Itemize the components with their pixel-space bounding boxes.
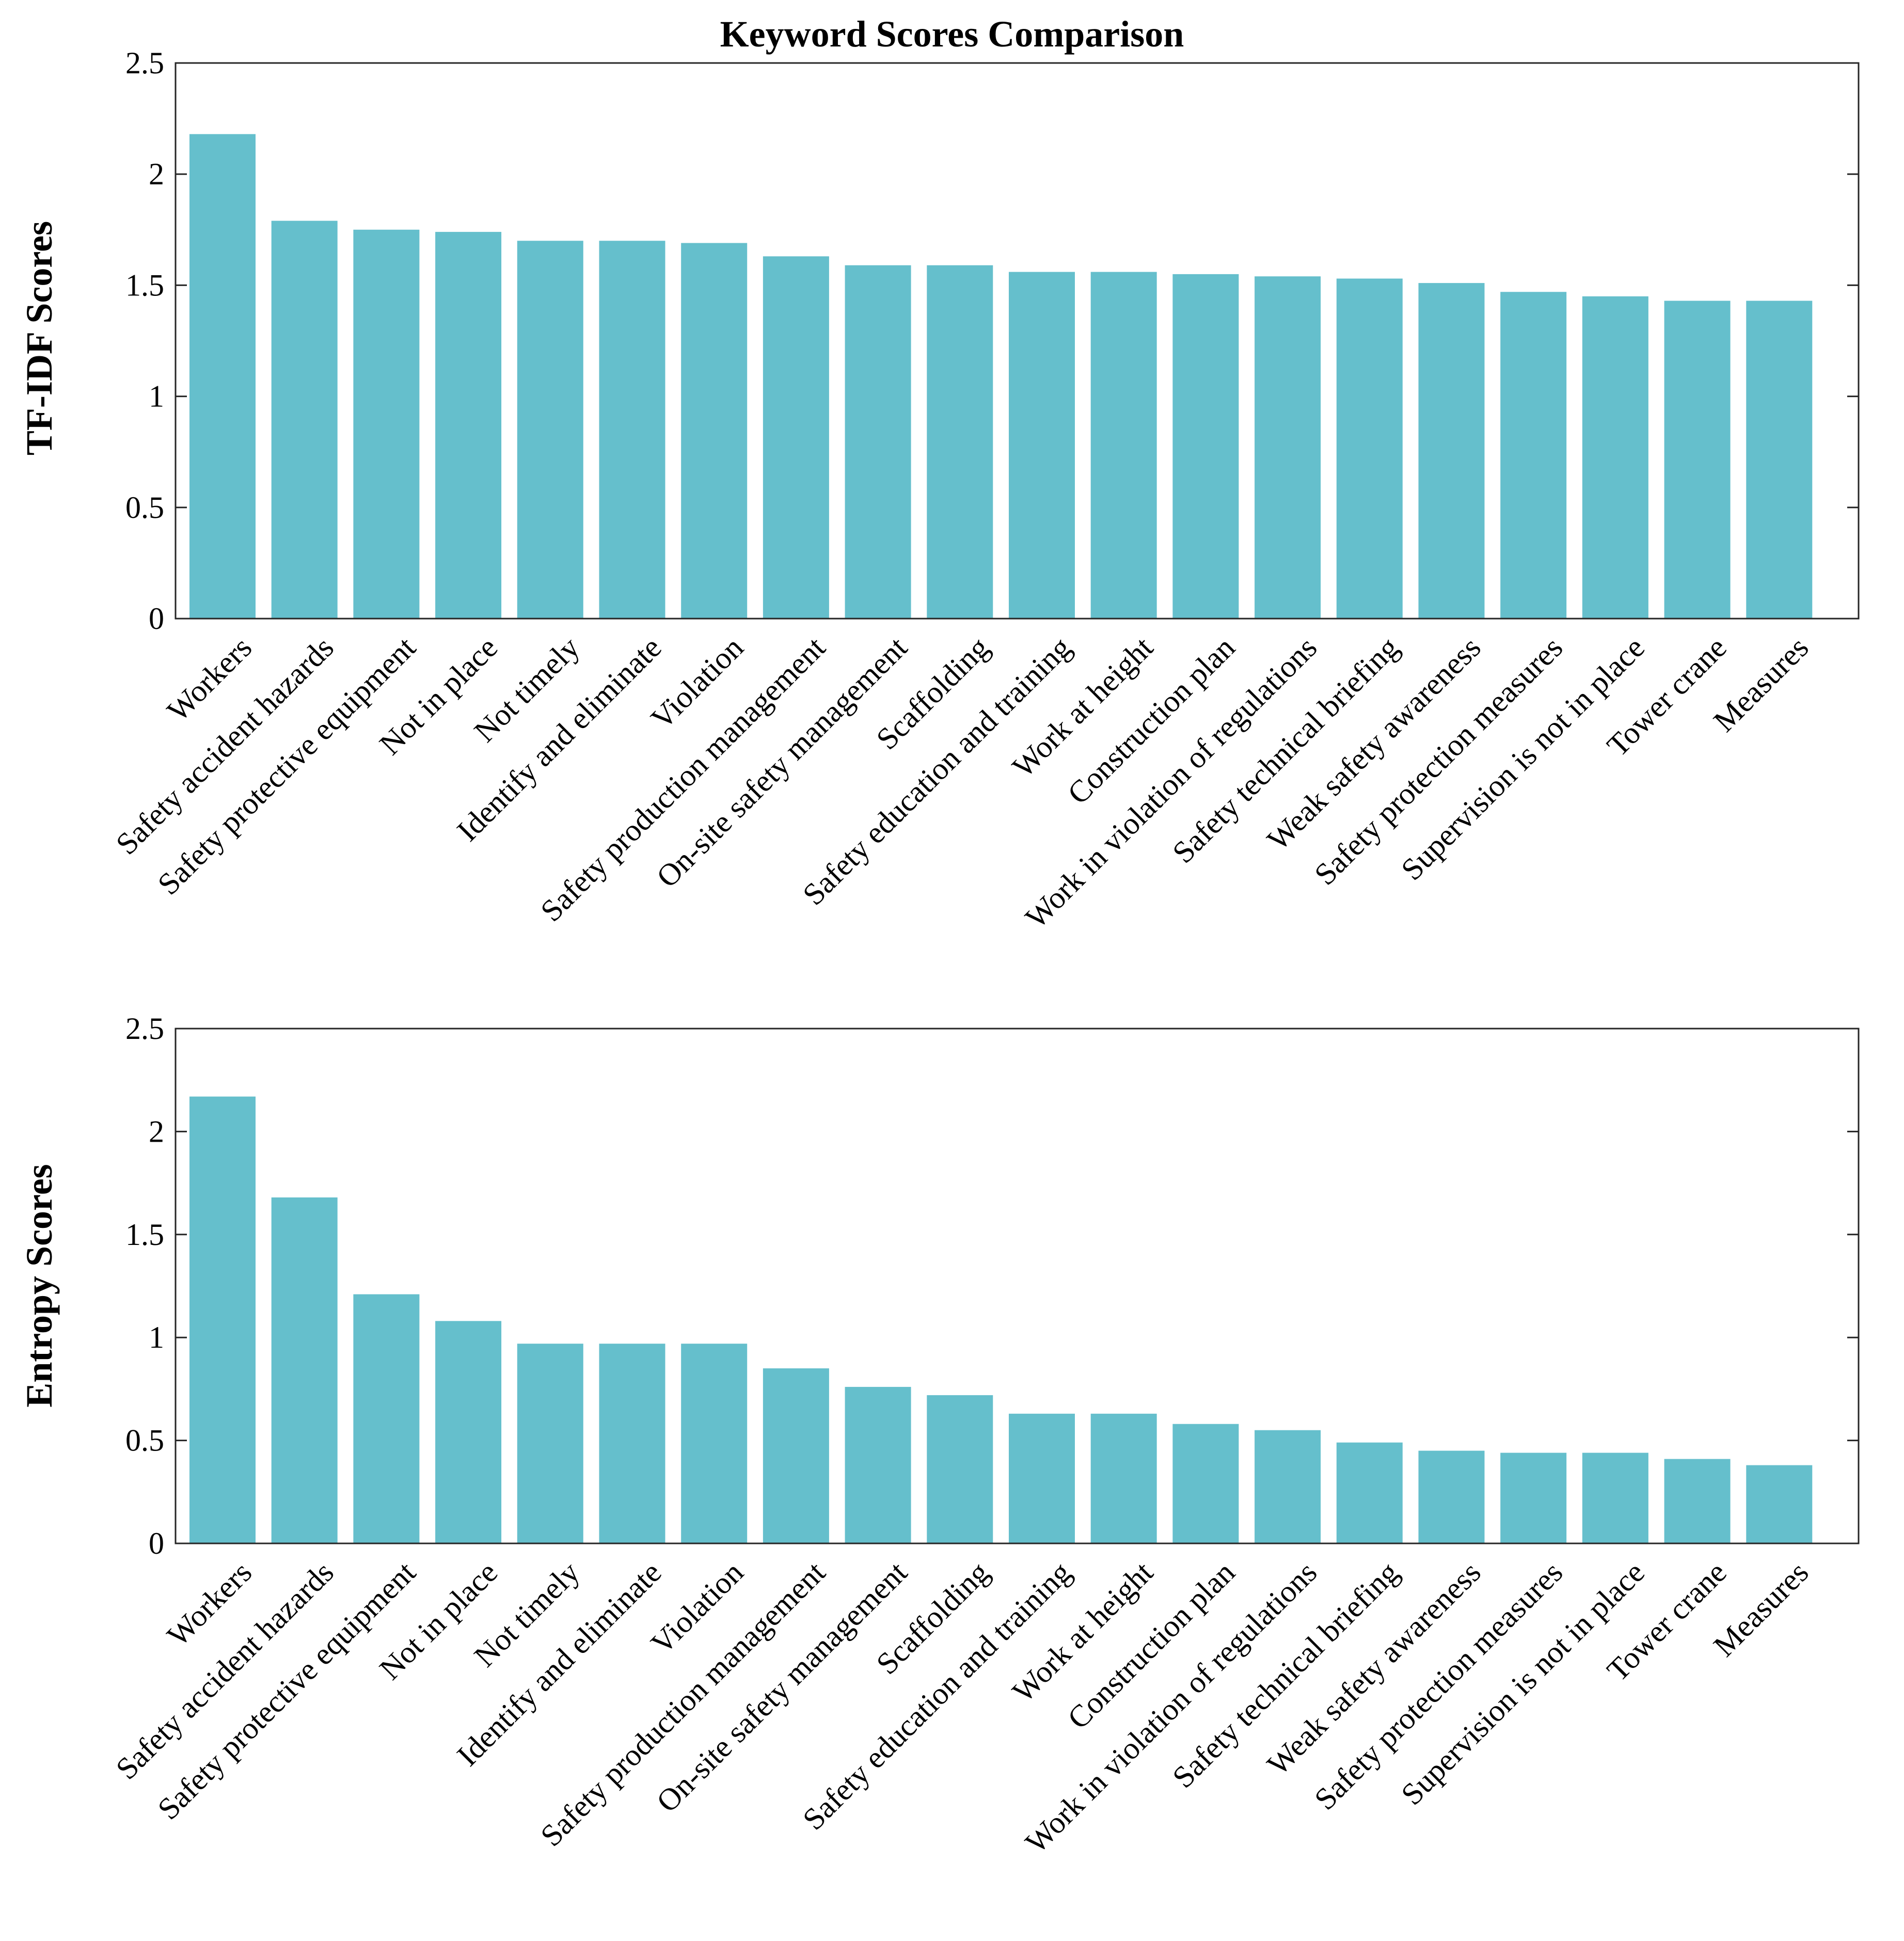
entropy-y-tick-label: 1.5	[125, 1218, 164, 1252]
entropy-bar	[927, 1395, 993, 1543]
tfidf-y-tick-label: 1	[149, 380, 164, 414]
entropy-y-tick-label: 0.5	[125, 1424, 164, 1458]
entropy-bar	[271, 1197, 338, 1543]
entropy-bars	[189, 1096, 1813, 1543]
entropy-bar	[435, 1321, 502, 1543]
entropy-bar	[1172, 1424, 1239, 1543]
entropy-bar	[1255, 1430, 1321, 1543]
entropy-y-tick-label: 2.5	[125, 1012, 164, 1046]
tfidf-panel: TF-IDF Scores 0 0.5 1 1.5 2 2.5 WorkersSafety…	[19, 46, 1860, 935]
entropy-axes-frame	[174, 1028, 1860, 1544]
entropy-bar	[517, 1344, 583, 1543]
entropy-bar	[1664, 1459, 1731, 1543]
tfidf-bar	[1500, 292, 1567, 619]
tfidf-bar	[1664, 301, 1731, 619]
entropy-bar	[599, 1344, 665, 1543]
entropy-y-tick-label: 2	[149, 1114, 164, 1148]
tfidf-bar	[1746, 301, 1813, 619]
entropy-bar	[189, 1096, 256, 1543]
tfidf-bar	[271, 220, 338, 619]
tfidf-y-tick-label: 2.5	[125, 46, 164, 80]
tfidf-bar	[1255, 276, 1321, 619]
tfidf-bar	[1172, 274, 1239, 619]
tfidf-y-tick-label: 1.5	[125, 268, 164, 302]
entropy-bar	[1500, 1453, 1567, 1543]
tfidf-bar	[763, 256, 829, 619]
entropy-y-tick-label: 1	[149, 1320, 164, 1354]
entropy-bar	[1009, 1413, 1075, 1543]
entropy-bar	[1418, 1450, 1485, 1543]
tfidf-y-axis-label: TF-IDF Scores	[19, 221, 60, 455]
tfidf-y-ticks: 0 0.5 1 1.5 2 2.5	[125, 46, 1859, 636]
tfidf-y-tick-label: 0	[149, 602, 164, 636]
entropy-bar	[353, 1294, 420, 1543]
tfidf-bar	[189, 134, 256, 619]
tfidf-bar	[845, 265, 911, 619]
tfidf-bar	[353, 229, 420, 619]
entropy-x-tick-label: Work at height	[1006, 1555, 1160, 1709]
chart-title: Keyword Scores Comparison	[720, 13, 1184, 55]
tfidf-bar	[1582, 296, 1648, 619]
entropy-bar	[1582, 1453, 1648, 1543]
tfidf-bar	[599, 241, 665, 619]
tfidf-axes-frame	[174, 62, 1860, 620]
entropy-y-ticks: 0 0.5 1 1.5 2 2.5	[125, 1012, 1859, 1560]
entropy-y-tick-label: 0	[149, 1526, 164, 1560]
entropy-bar	[763, 1368, 829, 1543]
entropy-bar	[845, 1386, 911, 1543]
tfidf-x-tick-label: Work at height	[1006, 630, 1160, 784]
tfidf-bar	[1418, 283, 1485, 619]
entropy-y-axis-label: Entropy Scores	[19, 1164, 60, 1407]
tfidf-y-tick-label: 2	[149, 157, 164, 191]
tfidf-bar	[1009, 272, 1075, 619]
entropy-panel: Entropy Scores 0 0.5 1 1.5 2 2.5 WorkersSafet…	[19, 1012, 1860, 1860]
tfidf-bar	[1336, 278, 1403, 619]
tfidf-bar	[681, 243, 748, 619]
tfidf-bar	[435, 232, 502, 619]
tfidf-bar	[1090, 272, 1157, 619]
tfidf-bar	[517, 241, 583, 619]
tfidf-y-tick-label: 0.5	[125, 491, 164, 525]
entropy-bar	[1746, 1465, 1813, 1543]
entropy-bar	[1336, 1442, 1403, 1543]
entropy-bar	[681, 1344, 748, 1543]
entropy-bar	[1090, 1413, 1157, 1543]
tfidf-bars	[189, 134, 1813, 619]
tfidf-bar	[927, 265, 993, 619]
